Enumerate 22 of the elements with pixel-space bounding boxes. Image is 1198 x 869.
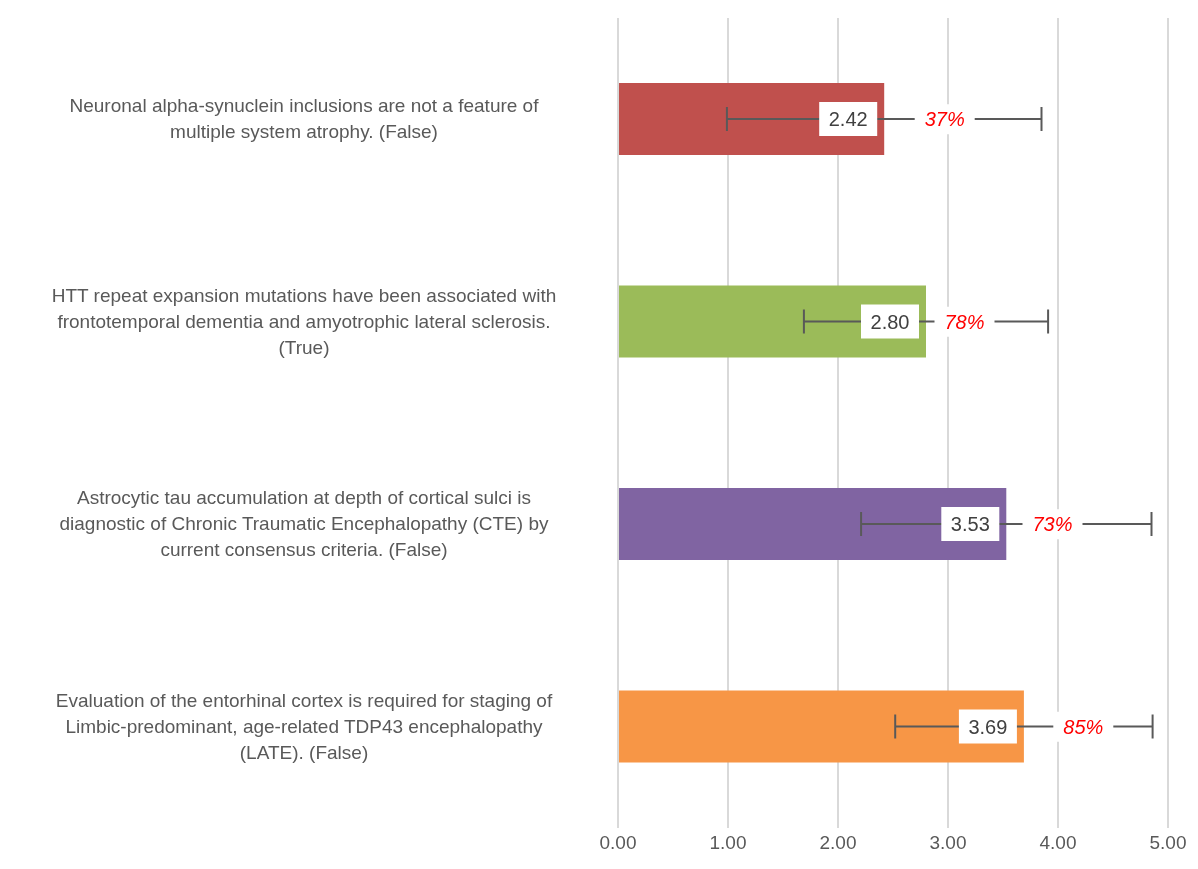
annotation: 85% (1063, 715, 1104, 738)
x-tick-label: 4.00 (1039, 832, 1077, 854)
x-tick-label: 1.00 (709, 832, 747, 854)
data-label: 2.42 (828, 108, 868, 130)
annotation: 37% (924, 108, 965, 131)
data-label: 2.80 (870, 310, 910, 333)
annotation: 73% (1032, 513, 1073, 536)
bar (618, 83, 885, 155)
bar (618, 690, 1024, 763)
data-label: 3.53 (950, 513, 990, 535)
x-tick-label: 5.00 (1149, 832, 1187, 854)
data-label: 3.69 (968, 715, 1008, 738)
x-tick-label: 3.00 (929, 832, 967, 854)
annotation: 78% (944, 310, 985, 333)
y-tick-label: Astrocytic tau accumulation at depth of cortical sulci is diagnostic of Chronic Traumatic Encephalopathy (CTE) by current consensus criteria. (False) (59, 487, 549, 561)
bar (618, 488, 1007, 560)
x-tick-label: 2.00 (819, 832, 857, 854)
y-tick-label: HTT repeat expansion mutations have been associated with frontotemporal dementia and amyotrophic lateral sclerosis. (True) (51, 284, 557, 358)
bar (618, 285, 926, 358)
x-tick-label: 0.00 (599, 832, 637, 854)
y-tick-label: Neuronal alpha-synuclein inclusions are not a feature of multiple system atrophy. (False) (69, 95, 540, 143)
y-tick-label: Evaluation of the entorhinal cortex is required for staging of Limbic-predominant, age-related TDP43 encephalopathy (LATE). (False) (55, 689, 553, 763)
